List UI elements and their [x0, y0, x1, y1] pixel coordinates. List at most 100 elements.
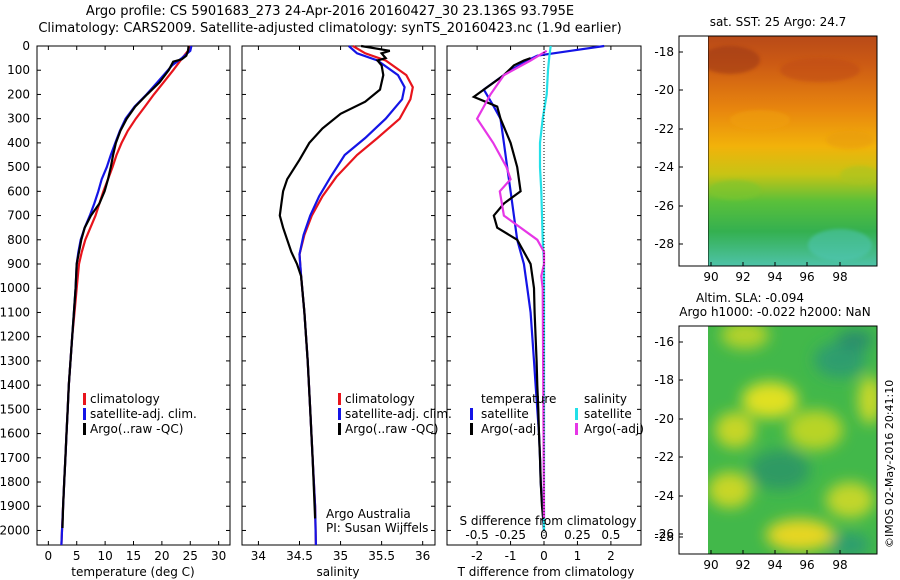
- map-x-tick-label: 98: [832, 558, 847, 572]
- map-y-tick-label: -24: [654, 160, 674, 174]
- series-line: [298, 45, 414, 546]
- temperature-legend: climatology satellite-adj. clim. Argo(..…: [83, 392, 197, 436]
- s-diff-tick-label: 0.5: [601, 528, 620, 542]
- sla-map-ticks: 90 92 94 96 98 -16 -18 -20 -22 -24 -26-28: [654, 335, 847, 572]
- map-x-tick-label: 94: [767, 270, 782, 284]
- depth-tick-label: 1500: [0, 402, 30, 416]
- series-line: [298, 45, 406, 546]
- depth-tick-label: 100: [7, 63, 30, 77]
- map-x-tick-label: 98: [832, 270, 847, 284]
- depth-tick-label: 400: [7, 136, 30, 150]
- depth-tick-label: 1900: [0, 499, 30, 513]
- sst-map-frame: [678, 35, 878, 267]
- x-tick-label: 1: [574, 549, 582, 563]
- map-x-tick-label: 90: [703, 270, 718, 284]
- depth-tick-label: 500: [7, 160, 30, 174]
- map-y-tick-label: -20: [654, 412, 674, 426]
- x-tick-label: 34: [251, 549, 266, 563]
- x-tick-label: 5: [73, 549, 81, 563]
- s-diff-tick-label: -0.25: [495, 528, 526, 542]
- map-y-tick-label: -22: [654, 122, 674, 136]
- sst-map: [708, 36, 877, 266]
- legend-group-salinity: salinity: [584, 392, 627, 406]
- x-tick-label: 2: [607, 549, 615, 563]
- credit-stamp: ©IMOS 02-May-2016 20:41:10: [883, 380, 896, 548]
- depth-tick-label: 1100: [0, 305, 30, 319]
- depth-tick-label: 1600: [0, 427, 30, 441]
- x-tick-label: 10: [97, 549, 112, 563]
- legend-climatology: climatology: [345, 392, 415, 406]
- figure-title-line2: Climatology: CARS2009. Satellite-adjuste…: [38, 21, 622, 36]
- map-y-tick-label: -26: [654, 527, 674, 541]
- x-tick-label: 34.5: [286, 549, 313, 563]
- sst-map-ticks: 90 92 94 96 98 -18 -20 -22 -24 -26 -28: [654, 45, 847, 284]
- legend-argo: Argo(..raw -QC): [345, 422, 438, 436]
- sla-map-title-line1: Altim. SLA: -0.094: [696, 291, 804, 305]
- annotation-argo-australia: Argo Australia: [326, 507, 411, 521]
- x-tick-label: 0: [540, 549, 548, 563]
- map-y-tick-label: -26: [654, 199, 674, 213]
- sla-map-frame: [678, 325, 878, 555]
- x-tick-label: -2: [471, 549, 483, 563]
- x-tick-label: 36: [415, 549, 430, 563]
- map-y-tick-label: -16: [654, 335, 674, 349]
- legend-satellite-adj: satellite-adj. clim.: [90, 407, 197, 421]
- s-diff-tick-label: -0.5: [465, 528, 488, 542]
- series-line: [471, 57, 546, 529]
- salinity-xlabel: salinity: [316, 565, 359, 579]
- depth-tick-label: 600: [7, 184, 30, 198]
- difference-panel: -2 -1 0 1 2 -0.5 -0.25 0 0.25 0.5: [447, 44, 641, 563]
- depth-tick-label: 1800: [0, 475, 30, 489]
- series-line: [278, 44, 391, 519]
- figure-title-line1: Argo profile: CS 5901683_273 24-Apr-2016…: [85, 4, 575, 19]
- series-line: [538, 45, 552, 531]
- legend-sal-satellite: satellite: [584, 407, 632, 421]
- difference-legend: temperature salinity satellite Argo(-adj…: [470, 392, 644, 436]
- legend-satellite-adj: satellite-adj. clim.: [345, 407, 452, 421]
- legend-sal-argo: Argo(-adj): [584, 422, 644, 436]
- legend-climatology: climatology: [90, 392, 160, 406]
- map-y-tick-label: -24: [654, 489, 674, 503]
- depth-tick-label: 1200: [0, 330, 30, 344]
- temperature-panel: 0 5 10 15 20 25 30: [37, 45, 230, 563]
- salinity-panel-frame: [241, 45, 436, 546]
- temperature-xlabel: temperature (deg C): [71, 565, 194, 579]
- salinity-legend: climatology satellite-adj. clim. Argo(..…: [338, 392, 452, 436]
- x-tick-label: 20: [154, 549, 169, 563]
- map-x-tick-label: 96: [799, 270, 814, 284]
- salinity-panel: 34 34.5 35 35.5 36: [242, 44, 435, 563]
- series-line: [61, 45, 190, 529]
- map-x-tick-label: 92: [735, 558, 750, 572]
- series-line: [475, 49, 548, 519]
- depth-tick-label: 1700: [0, 451, 30, 465]
- difference-xlabel: T difference from climatology: [457, 565, 635, 579]
- sst-map-title: sat. SST: 25 Argo: 24.7: [710, 15, 847, 29]
- s-diff-tick-label: 0.25: [564, 528, 591, 542]
- map-x-tick-label: 92: [735, 270, 750, 284]
- legend-temp-satellite: satellite: [481, 407, 529, 421]
- depth-tick-label: 300: [7, 112, 30, 126]
- x-tick-label: 30: [211, 549, 226, 563]
- legend-temp-argo: Argo(-adj): [481, 422, 541, 436]
- argo-credit-annotation: Argo Australia PI: Susan Wijffels: [326, 507, 428, 535]
- x-tick-label: 35: [333, 549, 348, 563]
- depth-tick-label: 800: [7, 233, 30, 247]
- x-tick-label: 35.5: [368, 549, 395, 563]
- annotation-pi: PI: Susan Wijffels: [326, 521, 428, 535]
- depth-tick-label: 0: [22, 39, 30, 53]
- depth-tick-label: 1300: [0, 354, 30, 368]
- depth-tick-label: 1400: [0, 378, 30, 392]
- x-tick-label: 25: [183, 549, 198, 563]
- map-x-tick-label: 94: [767, 558, 782, 572]
- map-x-tick-label: 90: [703, 558, 718, 572]
- depth-tick-label: 1000: [0, 281, 30, 295]
- map-y-tick-label: -18: [654, 45, 674, 59]
- s-difference-top-label: S difference from climatology: [460, 514, 637, 528]
- legend-group-temperature: temperature: [481, 392, 556, 406]
- map-y-tick-label: -20: [654, 83, 674, 97]
- sla-map-title-line2: Argo h1000: -0.022 h2000: NaN: [679, 305, 871, 319]
- s-diff-tick-label: 0: [540, 528, 548, 542]
- depth-tick-label: 900: [7, 257, 30, 271]
- depth-tick-label: 200: [7, 87, 30, 101]
